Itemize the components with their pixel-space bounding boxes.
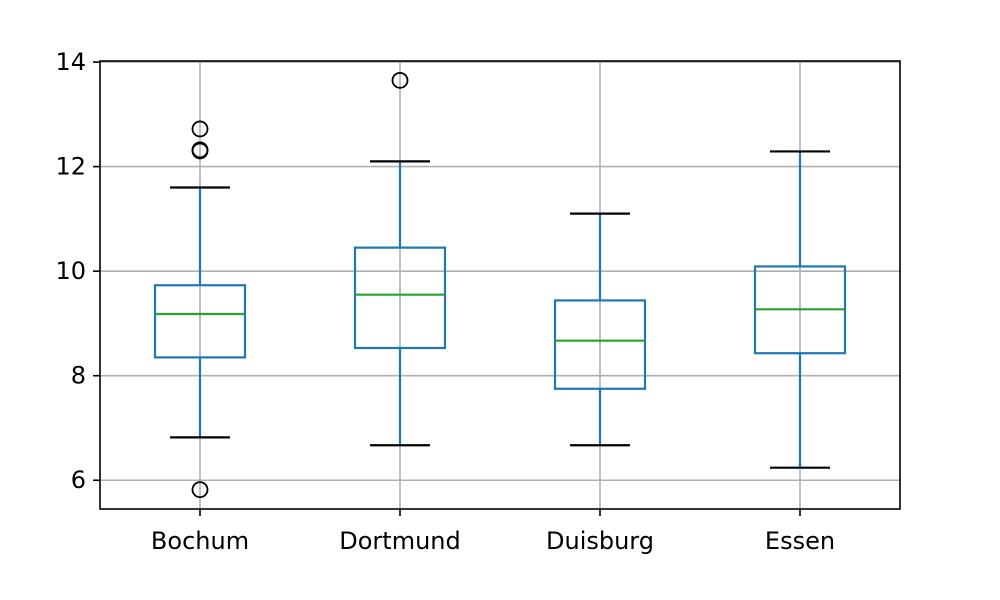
x-tick-label: Bochum [151,527,249,555]
y-tick-label: 14 [55,48,86,76]
y-tick-label: 12 [55,153,86,181]
outlier-point [191,481,209,499]
outlier-point [391,71,409,89]
boxes [153,71,847,499]
y-axis: 6 8 10 12 14 [55,48,100,494]
box-group-essen [753,150,847,469]
box-group-bochum [153,120,247,499]
x-axis: Bochum Dortmund Duisburg Essen [151,509,835,555]
x-tick-label: Dortmund [339,527,460,555]
y-tick-label: 10 [55,257,86,285]
y-tick-label: 6 [71,466,86,494]
box-group-dortmund [353,71,447,447]
iqr-box [553,299,647,390]
x-tick-label: Duisburg [546,527,654,555]
x-tick-label: Essen [765,527,835,555]
iqr-box [353,246,447,350]
plot-area-frame [99,60,901,510]
outlier-point [191,141,209,159]
y-tick-label: 8 [71,362,86,390]
box-group-duisburg [553,212,647,447]
iqr-box [153,284,247,359]
outlier-point [191,120,209,138]
